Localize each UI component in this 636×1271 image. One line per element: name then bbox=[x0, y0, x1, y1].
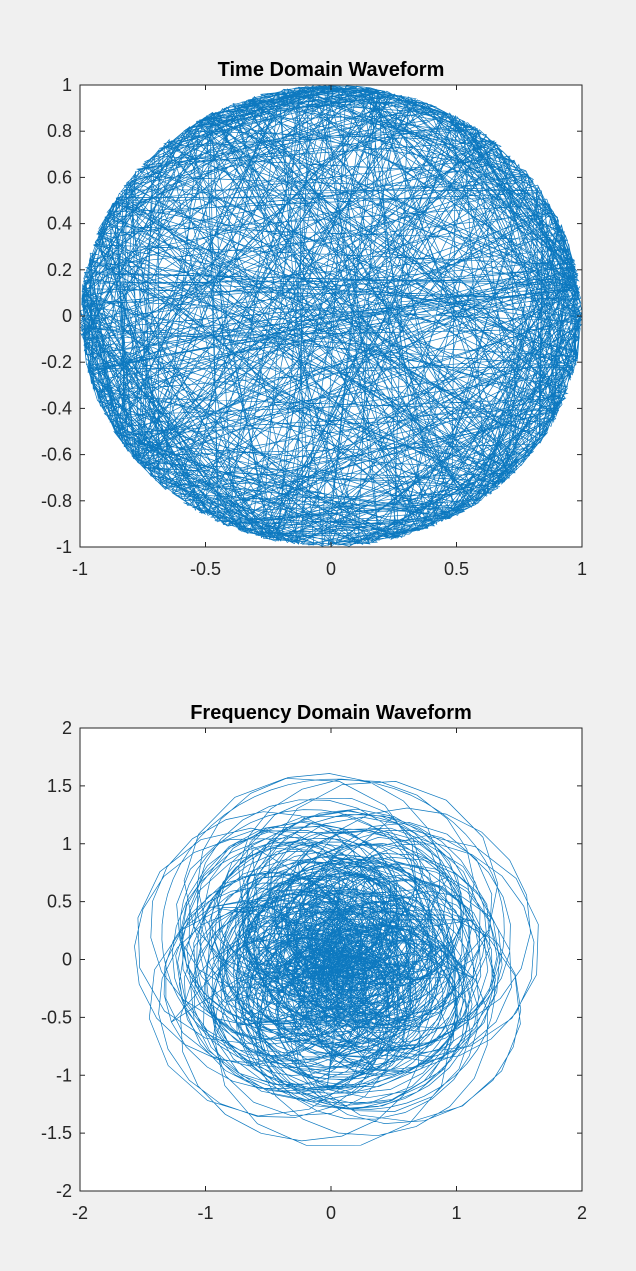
time-domain-chart: Time Domain Waveform -1 -0.5 0 0.5 1 -1-0.8-… bbox=[41, 59, 587, 579]
time-domain-y-tick-label: 0 bbox=[62, 306, 72, 326]
time-domain-y-tick-label: -0.2 bbox=[41, 352, 72, 372]
frequency-domain-chart: Frequency Domain Waveform -2 -1 0 1 2 -2 -1.5… bbox=[41, 702, 587, 1223]
time-domain-x-tick-label: -0.5 bbox=[190, 559, 221, 579]
frequency-domain-y-tick-label: -1.5 bbox=[41, 1123, 72, 1143]
time-domain-y-axis: -1 -0.8 -0.6 -0.4 -0.2 0 0.2 0.4 0.6 0.8 1 bbox=[41, 75, 582, 557]
frequency-domain-y-tick-label: 1.5 bbox=[47, 776, 72, 796]
frequency-domain-y-tick-label: -1 bbox=[56, 1065, 72, 1085]
time-domain-x-tick-label: -1 bbox=[72, 559, 88, 579]
frequency-domain-x-axis: -2 -1 0 1 2 bbox=[72, 728, 587, 1223]
frequency-domain-y-tick-label: 2 bbox=[62, 718, 72, 738]
time-domain-series bbox=[79, 84, 583, 548]
time-domain-y-tick-label: -0.4 bbox=[41, 398, 72, 418]
frequency-domain-y-tick-label: -0.5 bbox=[41, 1007, 72, 1027]
time-domain-y-tick-label: 0.6 bbox=[47, 167, 72, 187]
time-domain-series-line bbox=[79, 84, 583, 548]
frequency-domain-y-tick-label: 0 bbox=[62, 950, 72, 970]
time-domain-y-tick-label: -0.6 bbox=[41, 445, 72, 465]
time-domain-x-axis: -1 -0.5 0 0.5 1 bbox=[72, 85, 587, 579]
time-domain-y-tick-label: 0.8 bbox=[47, 121, 72, 141]
frequency-domain-series-line bbox=[134, 773, 539, 1146]
time-domain-title: Time Domain Waveform bbox=[218, 59, 445, 81]
frequency-domain-y-tick-label: 0.5 bbox=[47, 892, 72, 912]
time-domain-y-tick-label: 0.2 bbox=[47, 260, 72, 280]
frequency-domain-x-tick-label: -1 bbox=[197, 1203, 213, 1223]
frequency-domain-y-tick-label: -2 bbox=[56, 1181, 72, 1201]
time-domain-x-tick-label: 0 bbox=[326, 559, 336, 579]
frequency-domain-x-tick-label: -2 bbox=[72, 1203, 88, 1223]
frequency-domain-x-tick-label: 1 bbox=[451, 1203, 461, 1223]
time-domain-y-tick-label: -0.8 bbox=[41, 491, 72, 511]
time-domain-y-tick-label: -1 bbox=[56, 537, 72, 557]
time-domain-y-tick-label: 0.4 bbox=[47, 214, 72, 234]
frequency-domain-x-tick-label: 2 bbox=[577, 1203, 587, 1223]
time-domain-y-tick-label: 1 bbox=[62, 75, 72, 95]
frequency-domain-y-tick-label: 1 bbox=[62, 834, 72, 854]
time-domain-x-tick-label: 0.5 bbox=[444, 559, 469, 579]
frequency-domain-x-tick-label: 0 bbox=[326, 1203, 336, 1223]
frequency-domain-series bbox=[134, 773, 539, 1146]
frequency-domain-y-axis: -2 -1.5 -1 -0.5 0 0.5 1 1.5 2 bbox=[41, 718, 582, 1201]
time-domain-x-tick-label: 1 bbox=[577, 559, 587, 579]
frequency-domain-title: Frequency Domain Waveform bbox=[190, 702, 472, 724]
